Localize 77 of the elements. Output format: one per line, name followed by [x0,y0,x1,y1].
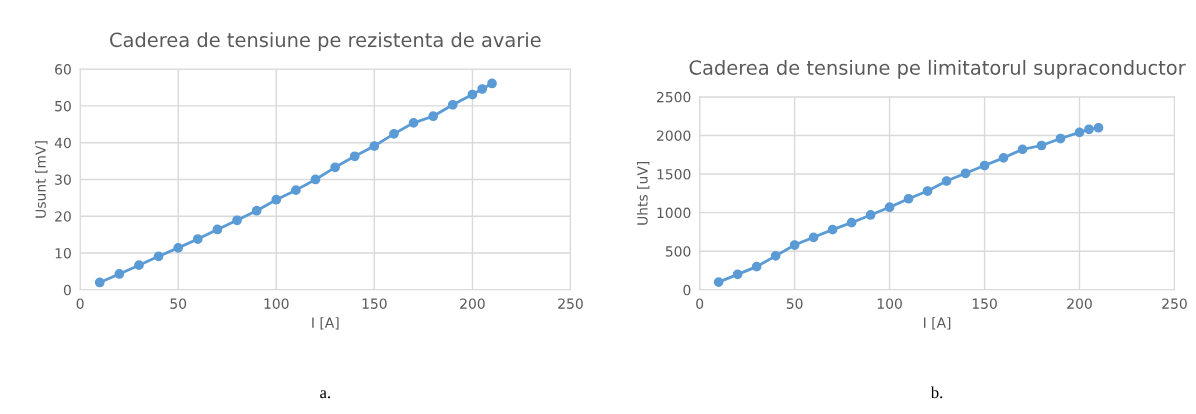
y-tick-label: 2500 [657,91,691,103]
point [447,99,458,110]
point [846,217,857,228]
y-axis-title: Usunt [mV] [35,141,48,218]
point [998,152,1009,163]
point [428,111,439,122]
point [291,185,301,195]
y-tick-label: 0 [683,284,691,296]
x-tick-label: 50 [170,298,187,309]
point [789,240,800,250]
chart-title: Caderea de tensiune pe rezistenta de avarie [110,32,541,51]
point [94,277,105,288]
y-tick-label: 1500 [657,169,691,180]
x-tick-label: 150 [362,298,387,309]
point [1017,144,1028,155]
y-tick-label: 40 [54,137,71,149]
point [487,78,497,89]
point [310,174,321,185]
point [212,224,223,235]
point [408,117,419,128]
point [941,176,952,186]
x-tick-label: 200 [1067,298,1092,309]
y-tick-label: 20 [55,211,71,222]
y-tick-label: 10 [55,247,71,259]
point [134,260,144,271]
point [922,186,933,196]
point [192,234,203,244]
point [369,141,380,151]
x-axis-title: I [A] [924,317,951,330]
point [751,261,762,272]
x-tick-label: 250 [558,298,583,309]
y-tick-label: 50 [55,100,71,112]
point [271,194,282,205]
point [808,232,819,243]
x-tick-label: 50 [786,298,803,309]
point [903,193,914,204]
y-tick-label: 0 [63,284,71,296]
point [713,277,724,287]
point [349,151,360,162]
point [1084,124,1094,135]
point [467,89,478,100]
x-tick-label: 200 [460,298,485,309]
point [865,210,876,220]
y-tick-label: 1000 [657,207,691,219]
point [960,168,971,179]
x-tick-label: 0 [696,298,704,309]
point [1055,133,1066,144]
y-tick-label: 30 [55,174,71,185]
y-axis-title: Uhts [uV] [636,161,650,225]
point [389,129,399,139]
point [1074,127,1085,138]
y-tick-label: 2000 [657,130,691,141]
point [979,160,990,171]
x-tick-label: 0 [76,298,84,309]
point [732,269,743,280]
point [153,251,164,262]
y-tick-label: 60 [55,64,71,75]
point [251,205,262,216]
point [1036,140,1047,151]
point [770,250,781,261]
point [114,269,125,279]
point [827,224,838,235]
point [1093,122,1104,133]
text: b. [930,386,943,399]
x-tick-label: 100 [877,298,902,309]
point [232,215,242,226]
x-tick-label: 150 [972,298,997,309]
x-axis-title: I [A] [312,317,339,330]
point [884,202,895,213]
y-tick-label: 500 [665,246,691,257]
point [330,162,340,173]
x-tick-label: 100 [264,298,289,309]
chart-title: Caderea de tensiune pe limitatorul supraconductor [689,59,1186,79]
point [477,84,488,94]
text: a. [320,390,330,399]
x-tick-label: 250 [1162,298,1187,309]
point [173,243,184,253]
